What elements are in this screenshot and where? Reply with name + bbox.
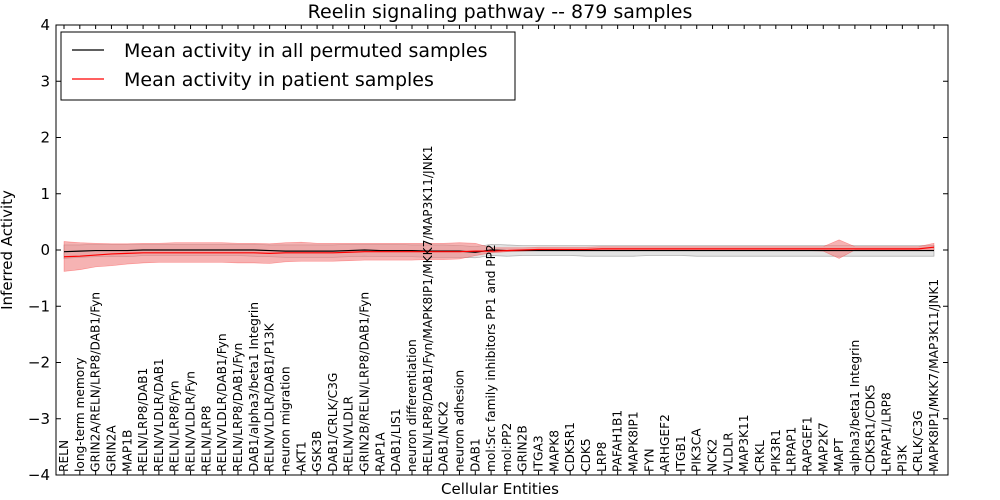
x-tick-label: long-term memory bbox=[73, 358, 87, 472]
legend-label-1: Mean activity in all permuted samples bbox=[124, 40, 487, 62]
y-tick-label: −2 bbox=[28, 354, 50, 372]
x-tick-label: DAB1/NCK2 bbox=[437, 401, 451, 472]
y-tick-label: 4 bbox=[40, 16, 50, 34]
x-tick-label: RAPGEF1 bbox=[800, 416, 814, 472]
x-tick-label: ITGA3 bbox=[532, 435, 546, 472]
y-ticks: −4 −3 −2 −1 0 1 2 3 4 bbox=[28, 16, 948, 484]
x-tick-label: PIK3CA bbox=[690, 428, 704, 472]
x-tick-label: RELN/LRP8 bbox=[199, 405, 213, 472]
y-axis-label: Inferred Activity bbox=[0, 190, 16, 310]
x-tick-label: MAP2K7 bbox=[816, 422, 830, 472]
x-tick-label: AKT1 bbox=[294, 441, 308, 472]
x-tick-label: CDK5 bbox=[579, 438, 593, 472]
x-tick-label: CRLK/C3G bbox=[911, 410, 925, 472]
x-tick-label: VLDLR bbox=[721, 432, 735, 472]
x-tick-label: DAB1/LIS1 bbox=[389, 408, 403, 472]
x-tick-label: alpha3/beta1 Integrin bbox=[848, 340, 862, 472]
x-tick-label: RELN/VLDLR/DAB1/Fyn bbox=[215, 333, 229, 472]
legend: Mean activity in all permuted samples Mea… bbox=[60, 31, 516, 101]
x-tick-label: MAP1B bbox=[120, 430, 134, 472]
y-tick-label: −1 bbox=[28, 297, 50, 315]
x-tick-label: RELN bbox=[57, 440, 71, 472]
x-tick-label: GRIN2B/RELN/LRP8/DAB1/Fyn bbox=[358, 292, 372, 472]
x-axis-label: Cellular Entities bbox=[441, 480, 559, 498]
x-tick-label: RELN/LRP8/Fyn bbox=[168, 381, 182, 472]
x-tick-label: GRIN2A bbox=[104, 425, 118, 472]
y-tick-label: −3 bbox=[28, 410, 50, 428]
x-tick-label: MAPK8IP1 bbox=[626, 411, 640, 472]
x-tick-label: RELN/LRP8/DAB1 bbox=[136, 368, 150, 472]
series-lines bbox=[63, 246, 935, 258]
x-tick-label: DAB1/alpha3/beta1 Integrin bbox=[247, 302, 261, 472]
x-tick-label: ITGB1 bbox=[674, 435, 688, 472]
x-tick-label: GRIN2A/RELN/LRP8/DAB1/Fyn bbox=[89, 292, 103, 472]
confidence-bands bbox=[63, 239, 935, 272]
legend-box bbox=[60, 31, 516, 101]
chart-title: Reelin signaling pathway -- 879 samples bbox=[308, 1, 693, 23]
x-tick-label: RELN/LRP8/DAB1/Fyn bbox=[231, 343, 245, 472]
y-tick-label: −4 bbox=[28, 466, 50, 484]
line-series-2 bbox=[63, 246, 935, 258]
x-tick-label: neuron migration bbox=[278, 366, 292, 472]
x-tick-label: RELN/VLDLR/DAB1 bbox=[152, 358, 166, 472]
x-tick-label: MAPK8 bbox=[547, 430, 561, 472]
x-tick-label: RELN/VLDLR bbox=[342, 396, 356, 472]
x-tick-label: MAPK8IP1/MKK7/MAP3K11/JNK1 bbox=[927, 279, 941, 472]
x-tick-label: DAB1 bbox=[468, 438, 482, 472]
x-tick-label: NCK2 bbox=[706, 439, 720, 472]
y-tick-label: 2 bbox=[40, 129, 50, 147]
x-tick-label: PAFAH1B1 bbox=[611, 410, 625, 472]
x-tick-label: RAP1A bbox=[373, 432, 387, 472]
x-tick-label: MAPT bbox=[832, 438, 846, 472]
y-tick-label: 1 bbox=[40, 185, 50, 203]
x-tick-label: GSK3B bbox=[310, 431, 324, 472]
x-ticks: RELN long-term memory GRIN2A/RELN/LRP8/DAB… bbox=[57, 25, 941, 475]
x-tick-label: mol:PP2 bbox=[500, 423, 514, 472]
x-tick-label: MAP3K11 bbox=[737, 415, 751, 472]
x-tick-label: GRIN2B bbox=[516, 425, 530, 472]
x-tick-label: PIK3R1 bbox=[769, 429, 783, 472]
x-tick-label: CDK5R1/CDK5 bbox=[864, 384, 878, 472]
x-tick-label: neuron differentiation bbox=[405, 339, 419, 472]
x-tick-label: RELN/LRP8/DAB1/Fyn/MAPK8IP1/MKK7/MAP3K11… bbox=[421, 146, 435, 472]
x-tick-label: PI3K bbox=[895, 444, 909, 472]
x-tick-label: neuron adhesion bbox=[452, 370, 466, 472]
y-tick-label: 3 bbox=[40, 72, 50, 90]
legend-label-2: Mean activity in patient samples bbox=[124, 69, 434, 91]
x-tick-label: mol:Src family inhibitors PP1 and PP2 bbox=[484, 244, 498, 472]
x-tick-label: LRPAP1 bbox=[785, 427, 799, 472]
x-tick-label: RELN/VLDLR/DAB1/P13K bbox=[263, 322, 277, 472]
x-tick-label: ARHGEF2 bbox=[658, 414, 672, 472]
x-tick-label: DAB1/CRLK/C3G bbox=[326, 373, 340, 472]
x-tick-label: RELN/VLDLR/Fyn bbox=[184, 371, 198, 472]
x-tick-label: FYN bbox=[642, 448, 656, 472]
x-tick-label: CRKL bbox=[753, 440, 767, 472]
y-tick-label: 0 bbox=[40, 241, 50, 259]
x-tick-label: LRP8 bbox=[595, 442, 609, 472]
x-tick-label: LRPAP1/LRP8 bbox=[880, 392, 894, 472]
x-tick-label: CDK5R1 bbox=[563, 422, 577, 472]
